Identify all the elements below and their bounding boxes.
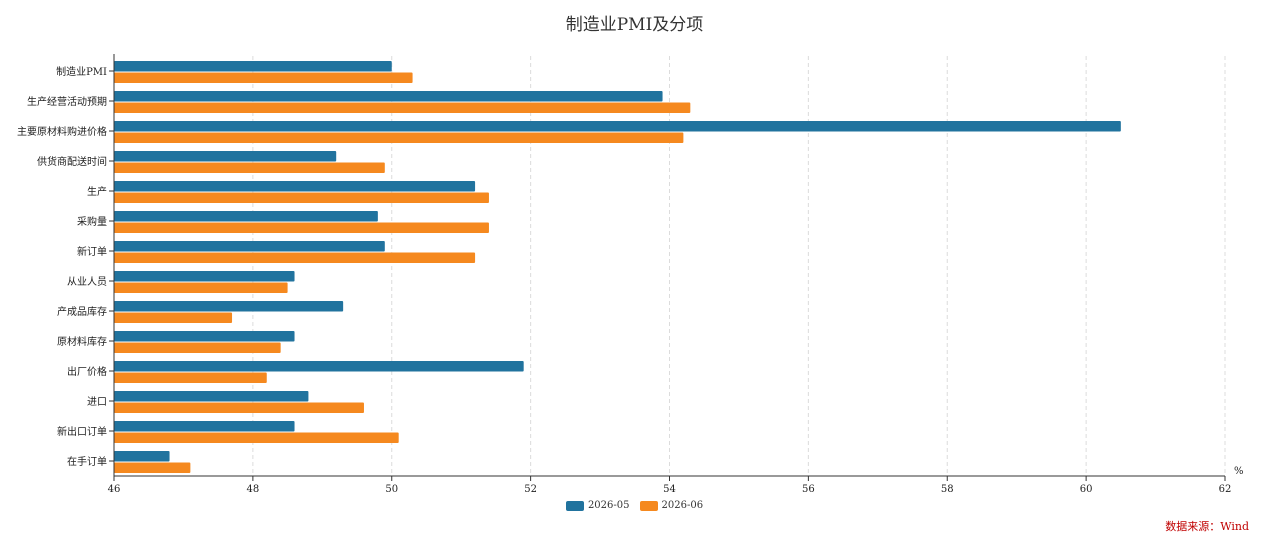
bar-1-5 — [114, 211, 378, 222]
legend-label-series-1: 2026-05 — [587, 500, 630, 511]
y-tick-label-7: 从业人员 — [67, 276, 107, 288]
y-tick-label-1: 生产经营活动预期 — [27, 95, 107, 108]
y-tick-label-2: 主要原材料购进价格 — [17, 125, 107, 138]
y-tick-label-0: 制造业PMI — [56, 65, 107, 78]
bar-2-9 — [114, 342, 281, 353]
legend-swatch-series-1 — [565, 500, 584, 511]
bar-2-8 — [114, 312, 233, 323]
y-tick-label-12: 新出口订单 — [57, 425, 107, 438]
bar-2-12 — [114, 432, 399, 443]
bar-2-13 — [114, 462, 191, 473]
chart-title: 制造业PMI及分项 — [565, 15, 704, 35]
legend-item-series-2[interactable]: 2026-06 — [639, 500, 704, 511]
bar-1-3 — [114, 151, 337, 162]
bar-2-5 — [114, 222, 489, 233]
bar-1-8 — [114, 301, 344, 312]
bar-1-6 — [114, 241, 385, 252]
x-tick-label-2: 50 — [385, 484, 398, 495]
y-tick-label-10: 出厂价格 — [67, 365, 107, 378]
bar-2-0 — [114, 72, 413, 83]
y-tick-label-9: 原材料库存 — [57, 335, 107, 348]
bar-1-0 — [114, 61, 392, 72]
bar-2-2 — [114, 132, 684, 143]
x-tick-label-1: 48 — [247, 484, 260, 495]
x-tick-label-5: 56 — [802, 484, 815, 495]
chart-legend: 2026-05 2026-06 — [0, 500, 1269, 511]
x-tick-label-8: 62 — [1219, 484, 1232, 495]
source-note: 数据来源：Wind — [1165, 520, 1249, 533]
bar-1-12 — [114, 421, 295, 432]
bar-2-7 — [114, 282, 288, 293]
y-tick-label-11: 进口 — [87, 396, 107, 408]
x-axis-unit-label: % — [1234, 466, 1244, 477]
bar-1-9 — [114, 331, 295, 342]
x-tick-label-3: 52 — [524, 484, 537, 495]
y-tick-label-6: 新订单 — [77, 245, 107, 258]
y-tick-label-5: 采购量 — [77, 215, 107, 228]
bar-2-1 — [114, 102, 691, 113]
bar-2-3 — [114, 162, 385, 173]
bar-1-10 — [114, 361, 524, 372]
y-tick-label-4: 生产 — [87, 185, 107, 198]
bar-1-13 — [114, 451, 170, 462]
bar-1-4 — [114, 181, 476, 192]
bar-1-7 — [114, 271, 295, 282]
legend-item-series-1[interactable]: 2026-05 — [565, 500, 630, 511]
y-tick-label-8: 产成品库存 — [57, 305, 107, 318]
x-tick-label-0: 46 — [108, 484, 121, 495]
bar-2-4 — [114, 192, 489, 203]
bar-2-6 — [114, 252, 476, 263]
x-tick-label-7: 60 — [1080, 484, 1093, 495]
y-tick-label-3: 供货商配送时间 — [37, 155, 107, 168]
bar-2-11 — [114, 402, 364, 413]
bar-1-11 — [114, 391, 309, 402]
legend-swatch-series-2 — [639, 500, 658, 511]
bar-1-2 — [114, 121, 1121, 132]
bar-2-10 — [114, 372, 267, 383]
bar-1-1 — [114, 91, 663, 102]
x-tick-label-6: 58 — [941, 484, 954, 495]
x-tick-label-4: 54 — [663, 484, 676, 495]
legend-label-series-2: 2026-06 — [661, 500, 704, 511]
y-tick-label-13: 在手订单 — [67, 455, 107, 468]
